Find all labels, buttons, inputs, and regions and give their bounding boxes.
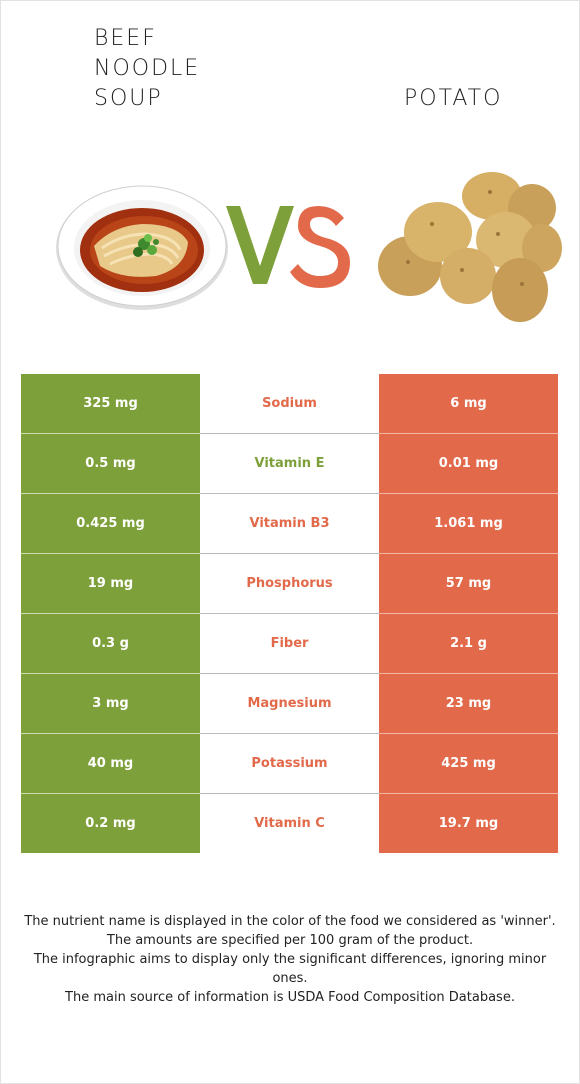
left-value: 3 mg (21, 674, 200, 733)
table-row: 3 mg Magnesium 23 mg (21, 674, 558, 734)
table-row: 40 mg Potassium 425 mg (21, 734, 558, 794)
row-divider (21, 493, 558, 494)
nutrient-name: Sodium (200, 374, 379, 433)
nutrient-name: Potassium (200, 734, 379, 793)
right-value: 19.7 mg (379, 794, 558, 853)
row-divider (21, 613, 558, 614)
noodle-soup-bowl-icon (56, 185, 228, 310)
table-row: 19 mg Phosphorus 57 mg (21, 554, 558, 614)
left-food-title: Beef noodle soup (94, 26, 201, 111)
nutrient-name: Fiber (200, 614, 379, 673)
right-food-title: Potato (404, 86, 503, 111)
row-divider (21, 733, 558, 734)
left-value: 0.425 mg (21, 494, 200, 553)
footer-line: The nutrient name is displayed in the co… (24, 914, 556, 929)
right-value: 6 mg (379, 374, 558, 433)
footer-line: The main source of information is USDA F… (65, 990, 515, 1005)
right-value: 23 mg (379, 674, 558, 733)
right-value: 57 mg (379, 554, 558, 613)
left-value: 0.5 mg (21, 434, 200, 493)
footer-line: The amounts are specified per 100 gram o… (106, 933, 474, 948)
nutrient-name: Magnesium (200, 674, 379, 733)
nutrient-name: Vitamin E (200, 434, 379, 493)
table-row: 0.3 g Fiber 2.1 g (21, 614, 558, 674)
nutrient-name: Phosphorus (200, 554, 379, 613)
row-divider (21, 433, 558, 434)
right-value: 1.061 mg (379, 494, 558, 553)
vs-logo (226, 206, 350, 288)
table-row: 0.425 mg Vitamin B3 1.061 mg (21, 494, 558, 554)
table-row: 0.2 mg Vitamin C 19.7 mg (21, 794, 558, 854)
table-row: 325 mg Sodium 6 mg (21, 374, 558, 434)
right-value: 2.1 g (379, 614, 558, 673)
right-value: 0.01 mg (379, 434, 558, 493)
comparison-table: 325 mg Sodium 6 mg 0.5 mg Vitamin E 0.01… (21, 374, 558, 854)
left-value: 0.3 g (21, 614, 200, 673)
left-value: 19 mg (21, 554, 200, 613)
row-divider (21, 553, 558, 554)
nutrient-name: Vitamin C (200, 794, 379, 853)
potatoes-icon (378, 172, 562, 322)
left-value: 325 mg (21, 374, 200, 433)
nutrient-name: Vitamin B3 (200, 494, 379, 553)
left-value: 40 mg (21, 734, 200, 793)
row-divider (21, 793, 558, 794)
left-value: 0.2 mg (21, 794, 200, 853)
footer-line: The infographic aims to display only the… (33, 952, 547, 986)
right-value: 425 mg (379, 734, 558, 793)
table-row: 0.5 mg Vitamin E 0.01 mg (21, 434, 558, 494)
row-divider (21, 673, 558, 674)
footer-notes: The nutrient name is displayed in the co… (20, 912, 560, 1007)
